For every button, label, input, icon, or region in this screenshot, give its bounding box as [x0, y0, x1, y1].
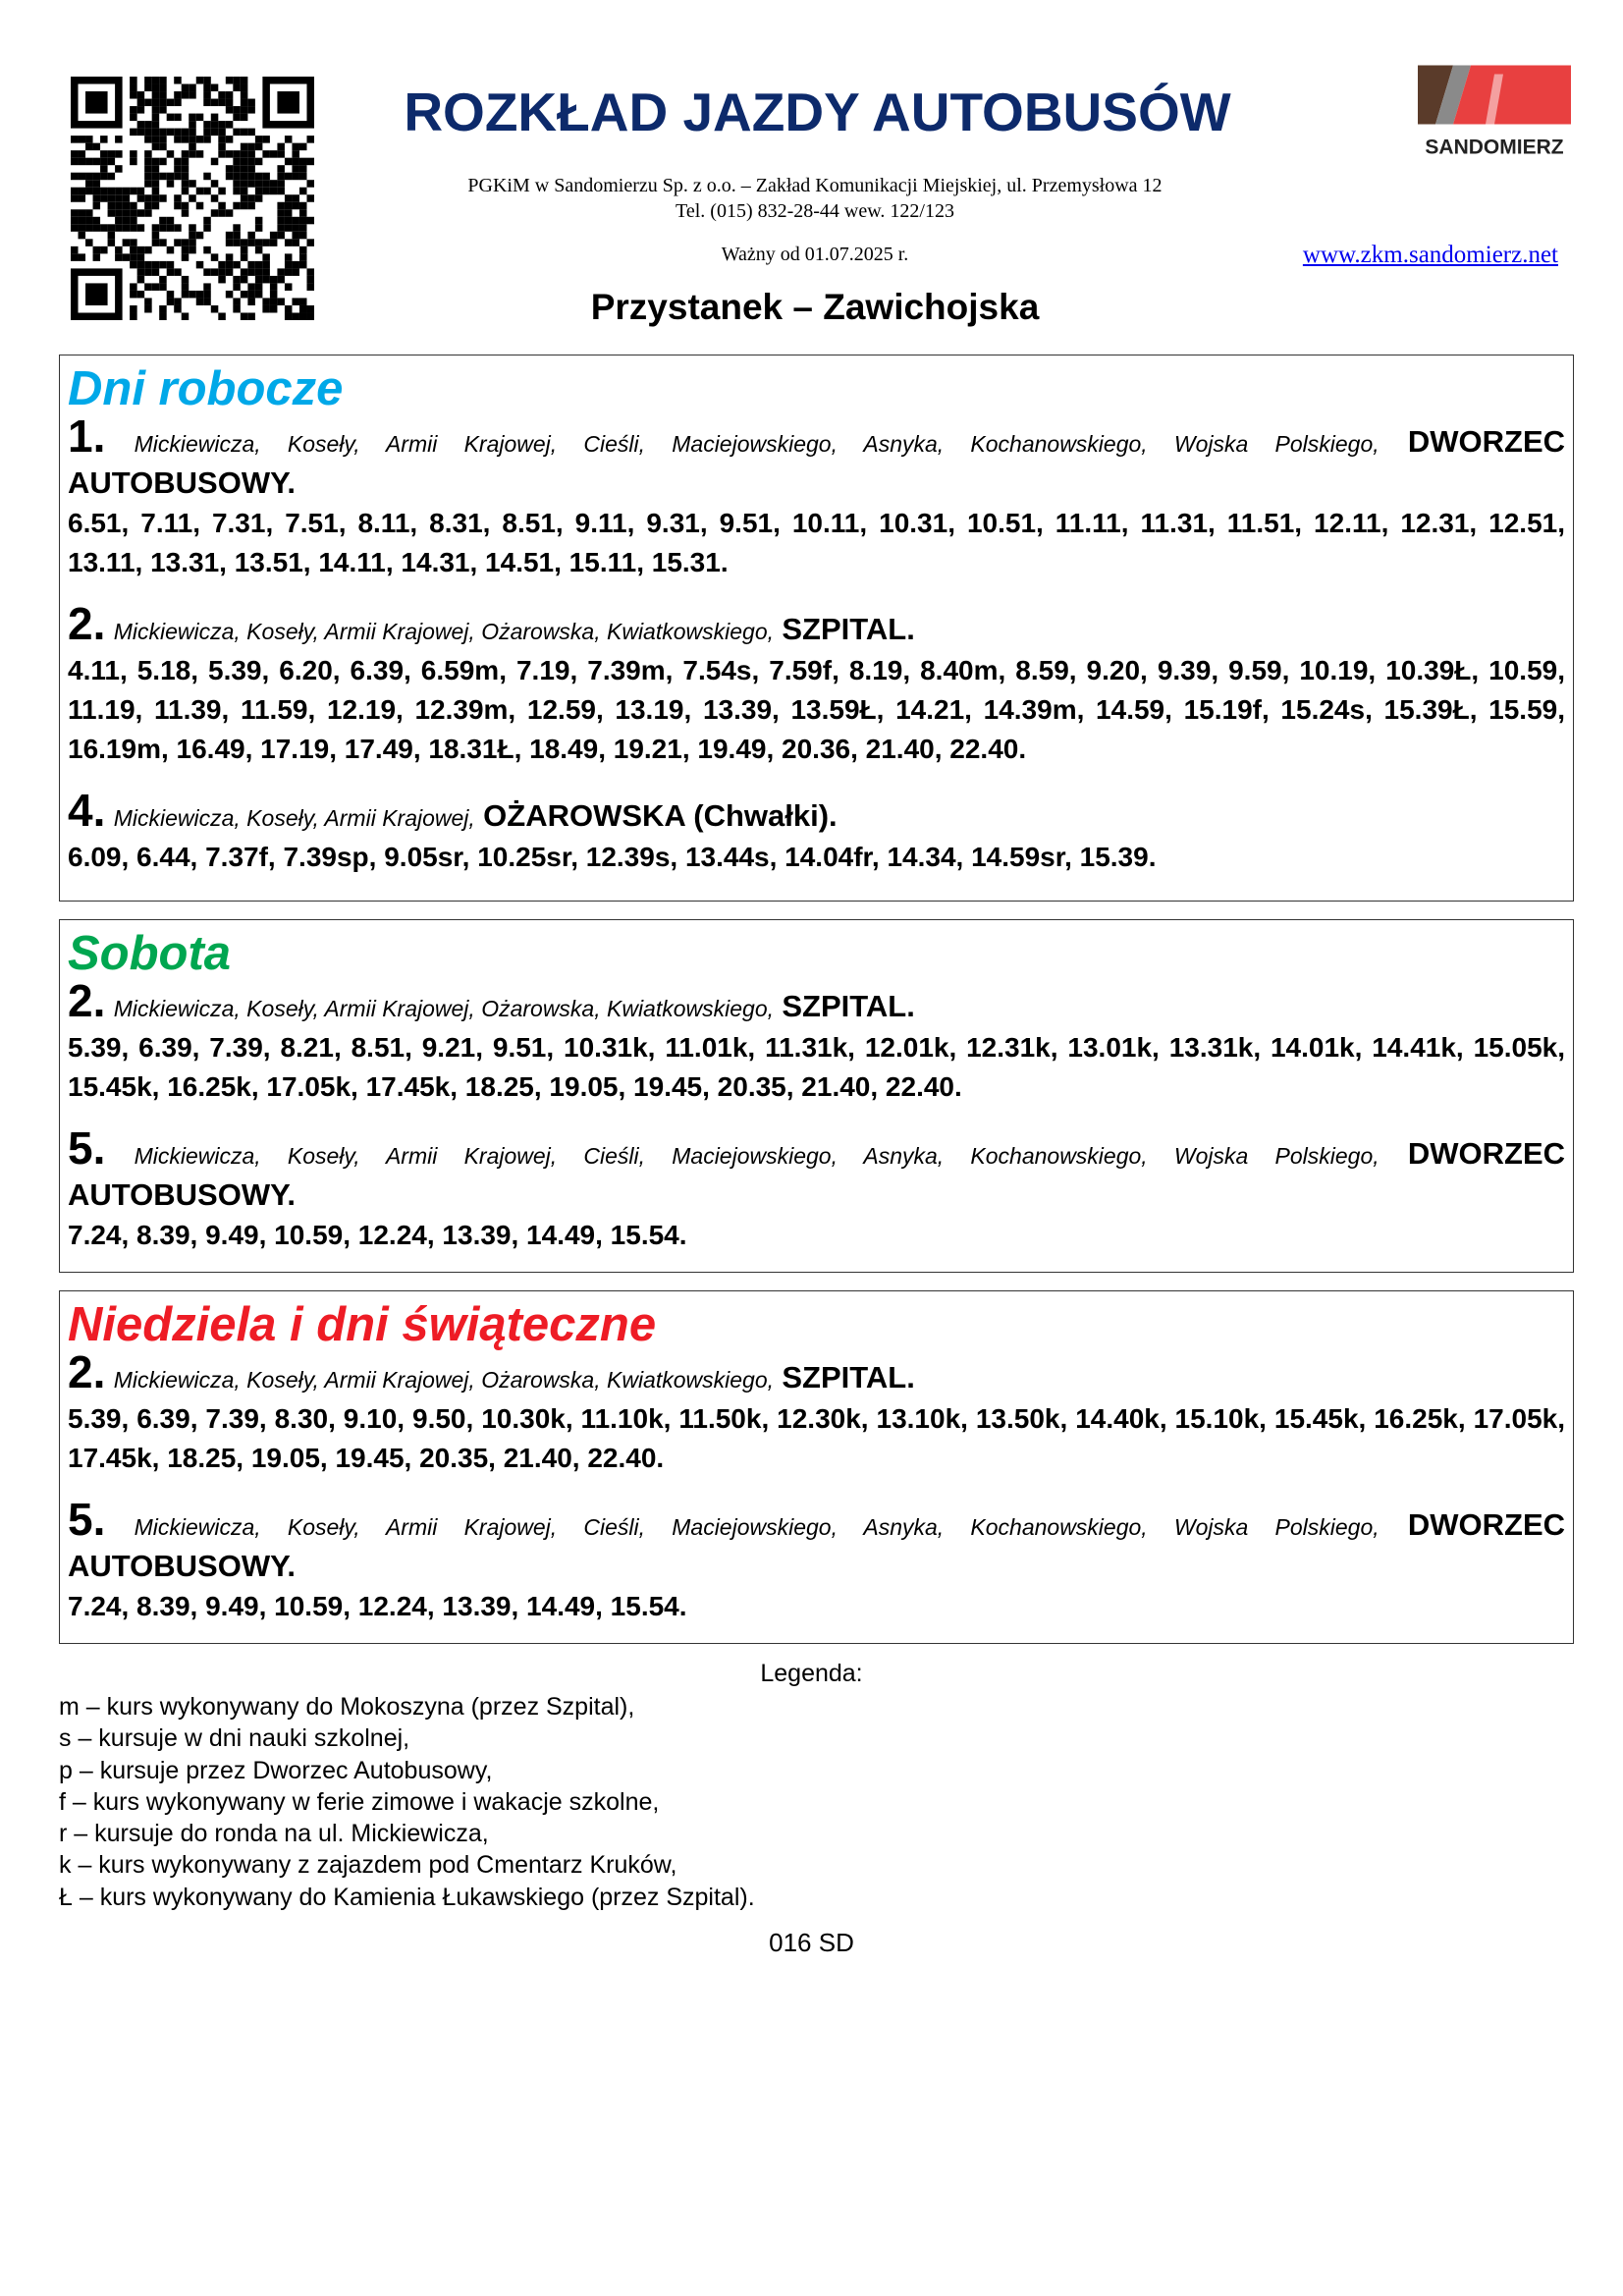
route-number: 5.: [68, 1494, 106, 1545]
route-destination: SZPITAL.: [782, 989, 915, 1023]
route-number: 2.: [68, 1346, 106, 1397]
route-streets: Mickiewicza, Koseły, Armii Krajowej, Cie…: [134, 1143, 1380, 1169]
route-destination: DWORZEC AUTOBUSOWY.: [68, 1507, 1566, 1583]
departure-times: 4.11, 5.18, 5.39, 6.20, 6.39, 6.59m, 7.1…: [68, 655, 1565, 764]
route-streets: Mickiewicza, Koseły, Armii Krajowej, Cie…: [134, 1514, 1380, 1540]
legend-item: k – kurs wykonywany z zajazdem pod Cment…: [59, 1851, 677, 1880]
legend-item: m – kurs wykonywany do Mokoszyna (przez …: [59, 1693, 635, 1721]
svg-text:SANDOMIERZ: SANDOMIERZ: [1425, 137, 1563, 159]
section-title: Sobota: [68, 927, 232, 980]
website-link[interactable]: www.zkm.sandomierz.net: [1302, 242, 1558, 268]
legend: m – kurs wykonywany do Mokoszyna (przez …: [59, 1691, 755, 1913]
route: 2. Mickiewicza, Koseły, Armii Krajowej, …: [68, 1349, 1565, 1478]
company-address: PGKiM w Sandomierzu Sp. z o.o. – Zakład …: [467, 175, 1163, 196]
departure-times: 6.09, 6.44, 7.37f, 7.39sp, 9.05sr, 10.25…: [68, 842, 1157, 872]
route-number: 4.: [68, 785, 106, 836]
departure-times: 5.39, 6.39, 7.39, 8.30, 9.10, 9.50, 10.3…: [68, 1403, 1565, 1473]
route: 4. Mickiewicza, Koseły, Armii Krajowej, …: [68, 788, 1565, 877]
route-streets: Mickiewicza, Koseły, Armii Krajowej, Oża…: [113, 996, 775, 1021]
departure-times: 5.39, 6.39, 7.39, 8.21, 8.51, 9.21, 9.51…: [68, 1032, 1565, 1102]
route-streets: Mickiewicza, Koseły, Armii Krajowej, Cie…: [134, 431, 1380, 457]
departure-times: 7.24, 8.39, 9.49, 10.59, 12.24, 13.39, 1…: [68, 1220, 687, 1250]
legend-title: Legenda:: [760, 1660, 863, 1687]
route-destination: DWORZEC AUTOBUSOWY.: [68, 1136, 1566, 1212]
route-streets: Mickiewicza, Koseły, Armii Krajowej, Oża…: [113, 619, 775, 644]
route-number: 1.: [68, 410, 106, 462]
route-streets: Mickiewicza, Koseły, Armii Krajowej,: [113, 805, 475, 831]
legend-item: s – kursuje w dni nauki szkolnej,: [59, 1724, 410, 1753]
route: 5. Mickiewicza, Koseły, Armii Krajowej, …: [68, 1125, 1566, 1255]
company-phone: Tel. (015) 832-28-44 wew. 122/123: [676, 200, 954, 222]
stop-name: Przystanek – Zawichojska: [590, 287, 1040, 327]
route-number: 2.: [68, 598, 106, 649]
legend-item: r – kursuje do ronda na ul. Mickiewicza,: [59, 1820, 489, 1848]
route-number: 5.: [68, 1122, 106, 1174]
route: 2. Mickiewicza, Koseły, Armii Krajowej, …: [68, 978, 1565, 1107]
document-code: 016 SD: [769, 1928, 854, 1957]
zkm-logo: SANDOMIERZ: [1418, 65, 1571, 159]
route-number: 2.: [68, 975, 106, 1026]
legend-item: p – kursuje przez Dworzec Autobusowy,: [59, 1756, 493, 1784]
route: 1. Mickiewicza, Koseły, Armii Krajowej, …: [68, 413, 1566, 582]
legend-item: f – kurs wykonywany w ferie zimowe i wak…: [59, 1787, 660, 1816]
legend-item: Ł – kurs wykonywany do Kamienia Łukawski…: [59, 1883, 755, 1911]
route-destination: SZPITAL.: [782, 612, 915, 646]
route: 5. Mickiewicza, Koseły, Armii Krajowej, …: [68, 1497, 1566, 1626]
route-destination: SZPITAL.: [782, 1360, 915, 1394]
schedule-section: Dni robocze 1. Mickiewicza, Koseły, Armi…: [59, 355, 1574, 902]
section-title: Dni robocze: [68, 362, 344, 415]
valid-from: Ważny od 01.07.2025 r.: [721, 244, 909, 265]
schedule-section: Niedziela i dni świąteczne 2. Mickiewicz…: [59, 1290, 1574, 1644]
schedule-section: Sobota 2. Mickiewicza, Koseły, Armii Kra…: [59, 919, 1574, 1273]
departure-times: 7.24, 8.39, 9.49, 10.59, 12.24, 13.39, 1…: [68, 1591, 687, 1621]
route-streets: Mickiewicza, Koseły, Armii Krajowej, Oża…: [113, 1367, 775, 1393]
page-title: ROZKŁAD JAZDY AUTOBUSÓW: [404, 82, 1231, 142]
route-destination: OŻAROWSKA (Chwałki).: [483, 798, 838, 833]
route-destination: DWORZEC AUTOBUSOWY.: [68, 424, 1566, 500]
route: 2. Mickiewicza, Koseły, Armii Krajowej, …: [68, 601, 1565, 769]
departure-times: 6.51, 7.11, 7.31, 7.51, 8.11, 8.31, 8.51…: [68, 508, 1565, 577]
section-title: Niedziela i dni świąteczne: [68, 1298, 657, 1351]
qr-code: [71, 77, 314, 320]
